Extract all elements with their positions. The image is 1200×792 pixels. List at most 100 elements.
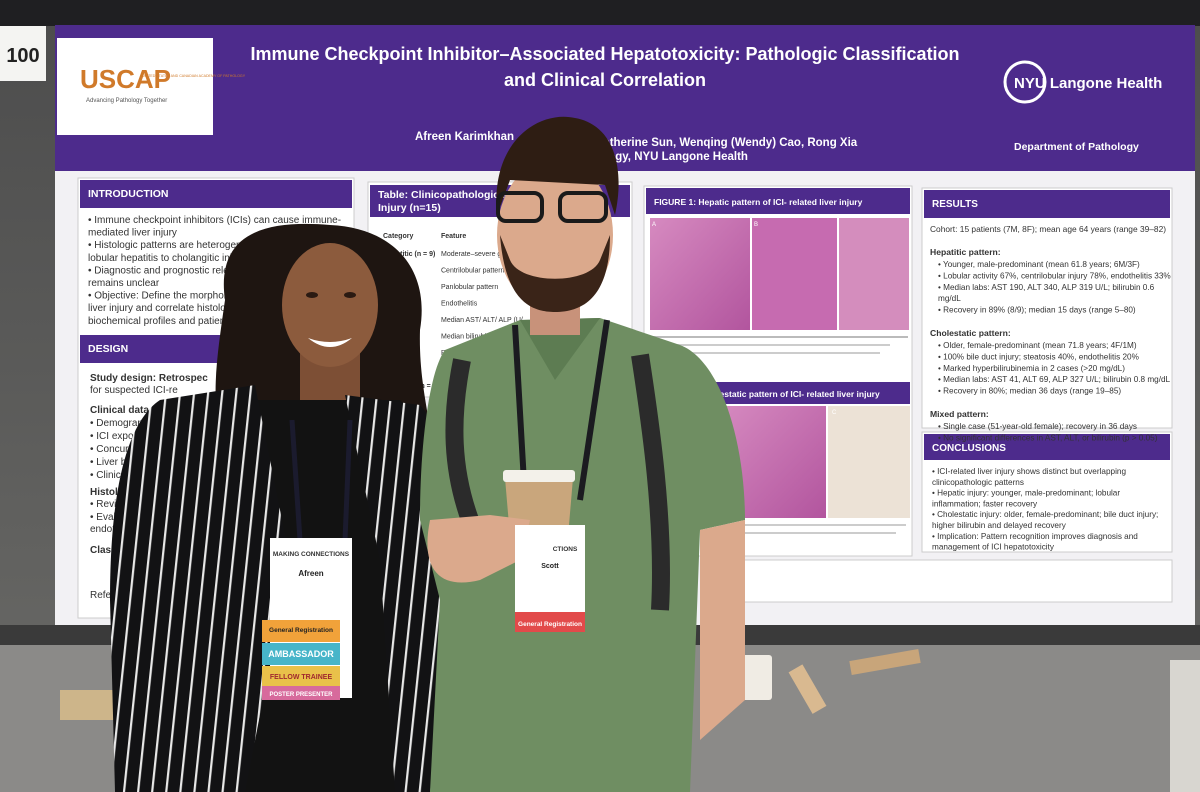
results-cohort: Cohort: 15 patients (7M, 8F); mean age 6… xyxy=(930,224,1166,234)
nyu-logo-ring xyxy=(1003,60,1047,104)
histology-image xyxy=(752,218,837,330)
glasses xyxy=(558,191,608,223)
design-line: Study design: Retrospec xyxy=(90,373,208,384)
person-right xyxy=(420,116,745,792)
badge-event: MAKING CONNECTIONS xyxy=(273,551,350,558)
results-item: • Recovery in 89% (8/9); median 15 days … xyxy=(938,306,1136,315)
results-group-title: Cholestatic pattern: xyxy=(930,328,1011,338)
results-group-title: Hepatitic pattern: xyxy=(930,247,1001,257)
intro-line: • Immune checkpoint inhibitors (ICIs) ca… xyxy=(88,215,341,226)
badge-ribbon: FELLOW TRAINEE xyxy=(270,674,333,681)
table-cell: Hepatitic (n = 9) xyxy=(383,251,435,258)
backpack-strap xyxy=(445,353,670,611)
conclusion-line: clinicopathologic patterns xyxy=(932,478,1024,487)
badge-text: MAKING CONNECTIONS Afreen General Registra… xyxy=(268,546,582,698)
design-line: Class xyxy=(90,545,117,556)
poster-title: Immune Checkpoint Inhibitor–Associated H… xyxy=(250,44,959,64)
conclusion-line: higher bilirubin and delayed recovery xyxy=(932,521,1067,530)
logo-box xyxy=(57,38,213,135)
authors: Katherine Sun, Wenqing (Wendy) Cao, Rong… xyxy=(595,137,858,149)
design-line: Histolog xyxy=(90,487,130,498)
conclusion-line: • Cholestatic injury: older, female-pred… xyxy=(932,510,1158,519)
design-line: • Review xyxy=(90,499,130,510)
design-line: • ICI exposure xyxy=(90,431,153,442)
cup-lid xyxy=(503,470,575,482)
ribbon xyxy=(262,643,340,665)
table-cell: Panlobular pattern xyxy=(441,284,498,291)
logo-name: USCAP xyxy=(80,64,171,94)
table-cell: Moderate–severe g xyxy=(441,251,501,258)
section-heading: Table: Clinicopathologic F xyxy=(378,189,509,201)
results-item: • Lobular activity 67%, centrilobular in… xyxy=(938,271,1171,280)
intro-line: biochemical profiles and patient outc xyxy=(88,316,250,327)
hand xyxy=(427,515,530,583)
section-header-bar xyxy=(706,382,910,404)
conclusion-line: inflammation; faster recovery xyxy=(932,499,1038,508)
caption-rule xyxy=(716,532,896,534)
table-cell: tic (n = 5) xyxy=(408,383,439,390)
section-header-bar xyxy=(80,180,352,208)
results-item: • Younger, male-predominant (mean 61.8 y… xyxy=(938,260,1140,269)
badge-name: Scott xyxy=(541,563,559,570)
badge-name: Afreen xyxy=(298,569,323,578)
section-heading: Injury (n=15) xyxy=(378,202,441,214)
histology-image xyxy=(839,218,909,330)
section-header-bar xyxy=(924,190,1170,218)
beard xyxy=(500,235,610,312)
glasses xyxy=(496,191,544,223)
arm xyxy=(700,520,745,740)
lanyard xyxy=(289,419,353,541)
eye xyxy=(306,292,318,298)
caption-rule xyxy=(650,336,908,338)
badge-role: General Registration xyxy=(518,621,582,628)
badge-stripe xyxy=(515,612,585,632)
design-line: • Evalu xyxy=(90,512,121,523)
results-item: • Recovery in 80%; median 36 days (range… xyxy=(938,387,1121,396)
authors: Afreen Karimkhan xyxy=(415,131,514,143)
department: Department of Pathology xyxy=(1014,141,1139,153)
badge-ribbon: AMBASSADOR xyxy=(268,649,334,659)
panel-label: C xyxy=(832,410,837,416)
floor-tube xyxy=(849,649,921,675)
section-header-bar xyxy=(646,188,910,214)
table-cell: Median AST/ ALT/ ALP (U/ xyxy=(441,317,523,324)
poster-header xyxy=(55,25,1195,171)
table-header: Category xyxy=(383,233,413,240)
conclusion-line: management of ICI hepatotoxicity xyxy=(932,543,1055,552)
design-line: • Clinical c xyxy=(90,470,136,481)
table-cell: Endothelitis xyxy=(441,301,478,308)
section-heading: RESULTS xyxy=(932,199,978,210)
ribbon xyxy=(262,686,340,700)
wall-edge xyxy=(1170,660,1200,792)
floor-bucket xyxy=(740,655,772,700)
table-cell: Centrilobular pattern xyxy=(441,268,505,275)
poster-title: and Clinical Correlation xyxy=(504,70,706,90)
smile xyxy=(308,338,352,347)
histology-image xyxy=(650,218,750,330)
intro-line: mediated liver injury xyxy=(88,228,177,239)
design-line: • Concurrent xyxy=(90,444,146,455)
poster-tube xyxy=(788,664,827,714)
results-item: • Marked hyperbilirubinemia in 2 cases (… xyxy=(938,364,1125,373)
hair xyxy=(496,116,619,215)
section-heading: olestatic pattern of ICI- related liver … xyxy=(712,389,880,399)
conclusion-line: • Hepatic injury: younger, male-predomin… xyxy=(932,489,1120,498)
references-panel xyxy=(739,559,1173,603)
face xyxy=(497,159,613,311)
intro-line: remains unclear xyxy=(88,278,160,289)
results-panel xyxy=(921,187,1173,429)
design-line: • Liver bioch xyxy=(90,457,145,468)
intro-line: liver injury and correlate histology wit… xyxy=(88,303,257,314)
section-heading: DESIGN xyxy=(88,343,128,355)
intro-line: • Objective: Define the morphologic sp xyxy=(88,291,258,302)
institution: NYU Langone Health xyxy=(1014,75,1162,92)
section-heading: FIGURE 1: Hepatic pattern of ICI- relate… xyxy=(654,197,863,207)
eye xyxy=(344,292,356,298)
results-group-title: Mixed pattern: xyxy=(930,409,989,419)
affiliation: ology, NYU Langone Health xyxy=(598,151,748,163)
results-item: • Single case (51-year-old female); reco… xyxy=(938,422,1137,431)
person-left xyxy=(110,223,453,792)
